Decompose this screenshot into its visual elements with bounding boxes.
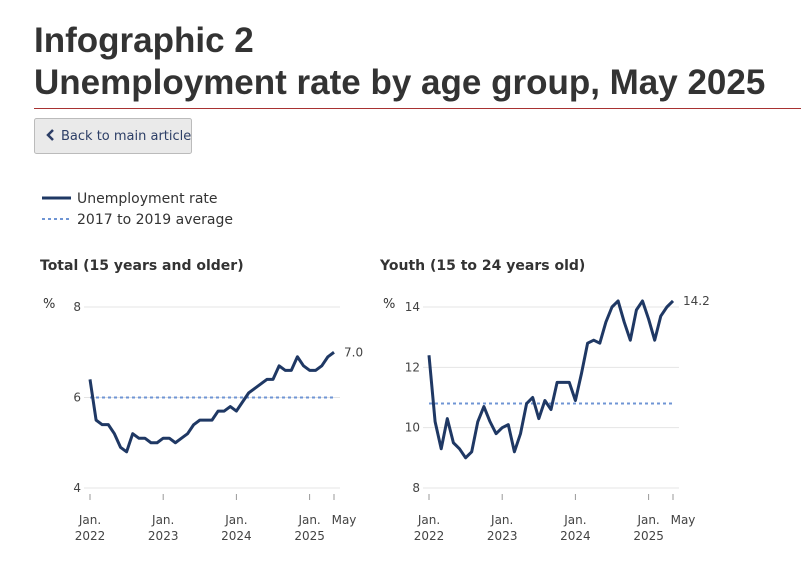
x-tick-label: Jan.	[224, 513, 247, 527]
x-tick-label: 2025	[294, 529, 325, 543]
x-tick-label: Jan.	[297, 513, 320, 527]
y-tick-label: 10	[405, 421, 420, 435]
x-tick-label: 2022	[75, 529, 106, 543]
x-tick-label: 2024	[560, 529, 591, 543]
title-line: Infographic 2	[34, 21, 254, 60]
x-tick-label: 2025	[633, 529, 664, 543]
x-tick-label: Jan.	[490, 513, 513, 527]
y-tick-label: 8	[412, 481, 420, 495]
x-tick-label: 2024	[221, 529, 252, 543]
x-tick-label: Jan.	[151, 513, 174, 527]
y-axis-unit: %	[383, 297, 395, 312]
value-label: 14.2	[683, 294, 710, 308]
button-box[interactable]	[34, 118, 192, 154]
chart-title: Total (15 years and older)	[40, 258, 244, 274]
legend-label: Unemployment rate	[77, 191, 218, 207]
y-tick-label: 14	[405, 300, 420, 314]
title-line: Unemployment rate by age group, May 2025	[34, 63, 765, 102]
chart-title: Youth (15 to 24 years old)	[379, 258, 585, 274]
x-tick-label: 2023	[148, 529, 179, 543]
data-line	[88, 351, 335, 454]
y-tick-label: 4	[73, 481, 81, 495]
y-tick-label: 12	[405, 360, 420, 374]
x-tick-label: 2022	[414, 529, 445, 543]
y-tick-label: 8	[73, 300, 81, 314]
data-line	[427, 299, 675, 460]
x-tick-label: 2023	[487, 529, 518, 543]
y-tick-label: 6	[73, 391, 81, 405]
y-axis-unit: %	[43, 297, 55, 312]
x-tick-label: May	[671, 513, 696, 527]
x-tick-label: Jan.	[636, 513, 659, 527]
x-tick-label: Jan.	[417, 513, 440, 527]
legend-label: 2017 to 2019 average	[77, 212, 233, 228]
x-tick-label: Jan.	[78, 513, 101, 527]
x-tick-label: Jan.	[563, 513, 586, 527]
value-label: 7.0	[344, 345, 363, 359]
x-tick-label: May	[332, 513, 357, 527]
chevron-icon[interactable]	[46, 129, 54, 141]
button-label[interactable]: Back to main article	[61, 129, 191, 144]
back-button[interactable]: Back to main article	[34, 118, 192, 154]
